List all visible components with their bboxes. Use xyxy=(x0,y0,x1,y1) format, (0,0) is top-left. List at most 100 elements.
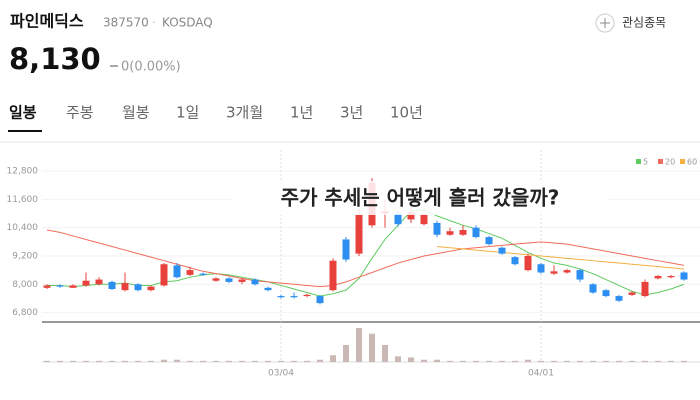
y-tick-label: 11,600 xyxy=(7,195,39,205)
candle-body xyxy=(485,237,493,245)
change: 0(0.00%) xyxy=(121,60,181,75)
volume-bar xyxy=(44,360,50,362)
candle-body xyxy=(394,213,402,225)
volume-bar xyxy=(603,360,609,362)
tab[interactable]: 3년 xyxy=(340,104,363,122)
volume-bar xyxy=(356,328,362,362)
volume-bar xyxy=(408,357,414,362)
y-tick-label: 8,000 xyxy=(12,280,38,290)
candle-body xyxy=(407,212,415,220)
volume-bar xyxy=(668,360,674,362)
volume-bar xyxy=(70,360,76,362)
market: KOSDAQ xyxy=(162,16,213,30)
volume-bar xyxy=(213,360,219,362)
candle-body xyxy=(277,296,285,298)
tabs: 일봉 주봉 월봉 1일 3개월 1년 3년 10년 xyxy=(8,104,423,132)
candle-body xyxy=(147,286,155,291)
candle-body xyxy=(654,276,662,279)
candle-body xyxy=(160,264,168,286)
candle-body xyxy=(355,214,363,254)
candle-body xyxy=(589,284,597,293)
candle-body xyxy=(329,260,337,291)
tab[interactable]: 1일 xyxy=(176,104,199,122)
volume-bar xyxy=(629,360,635,362)
volume-bar xyxy=(265,360,271,362)
candle-body xyxy=(446,231,454,235)
separator: · xyxy=(152,16,156,30)
candle-body xyxy=(511,257,519,265)
tab[interactable]: 1년 xyxy=(290,104,313,122)
candle-body xyxy=(498,247,506,254)
watch-button[interactable]: 관심종목 xyxy=(595,13,666,33)
candle-body xyxy=(303,294,311,297)
volume-bar xyxy=(317,359,323,362)
candle-body xyxy=(680,272,688,280)
volume-bar xyxy=(174,359,180,362)
overlay-bg xyxy=(232,181,608,215)
volume-bar xyxy=(460,360,466,362)
volume-bar xyxy=(252,360,258,362)
overlay-text: 주가 추세는 어떻게 흘러 갔을까? xyxy=(281,186,560,210)
legend-label: 5 xyxy=(643,158,648,167)
volume-bar xyxy=(304,360,310,362)
volume-bar xyxy=(148,360,154,362)
ma-line xyxy=(436,246,685,270)
volume-bar xyxy=(616,360,622,362)
volume-bar xyxy=(577,360,583,362)
volume-bar xyxy=(564,360,570,362)
legend-swatch xyxy=(680,159,685,164)
candle-body xyxy=(459,230,467,235)
candle-body xyxy=(69,285,77,288)
volume-bar xyxy=(382,345,388,362)
volume-bar xyxy=(655,360,661,362)
legend-label: 20 xyxy=(665,158,675,167)
volume-bar xyxy=(187,360,193,362)
candle-body xyxy=(602,290,610,297)
candle-body xyxy=(550,271,558,274)
volume-bar xyxy=(291,360,297,362)
x-tick-label: 04/01 xyxy=(528,369,554,379)
candle-body xyxy=(56,285,64,287)
tab[interactable]: 3개월 xyxy=(226,104,263,122)
volume-bar xyxy=(96,360,102,362)
volume-bar xyxy=(499,360,505,362)
volume-bar xyxy=(681,360,687,362)
volume-bar xyxy=(447,360,453,362)
candle-body xyxy=(290,296,298,298)
volume-bar xyxy=(538,360,544,362)
candle-body xyxy=(43,285,51,288)
tab[interactable]: 일봉 xyxy=(9,104,37,122)
volume-bar xyxy=(200,360,206,362)
candle-body xyxy=(615,296,623,301)
plus-sign xyxy=(600,18,610,28)
candle-body xyxy=(251,279,259,285)
volume-bar xyxy=(57,360,63,362)
stock-code: 387570 xyxy=(103,16,149,30)
candle-body xyxy=(199,273,207,275)
volume-bar xyxy=(590,360,596,362)
volume-bar xyxy=(226,360,232,362)
x-tick-label: 03/04 xyxy=(268,369,294,379)
volume-bar xyxy=(473,360,479,362)
volume-bar xyxy=(486,360,492,362)
candle-body xyxy=(108,281,116,289)
tab[interactable]: 주봉 xyxy=(66,104,94,122)
volume-bar xyxy=(239,360,245,362)
candle-body xyxy=(212,278,220,281)
tab[interactable]: 월봉 xyxy=(122,104,150,122)
volume-bar xyxy=(421,359,427,362)
candle-body xyxy=(95,279,103,285)
watch-label: 관심종목 xyxy=(622,16,666,30)
candle-body xyxy=(173,265,181,278)
candle-body xyxy=(186,270,194,275)
volume-bar xyxy=(551,360,557,362)
legend-swatch xyxy=(636,159,641,164)
candle-body xyxy=(264,287,272,291)
price: 8,130 xyxy=(9,42,101,76)
candle-body xyxy=(316,296,324,304)
tab[interactable]: 10년 xyxy=(390,104,423,122)
volume-bar xyxy=(135,360,141,362)
